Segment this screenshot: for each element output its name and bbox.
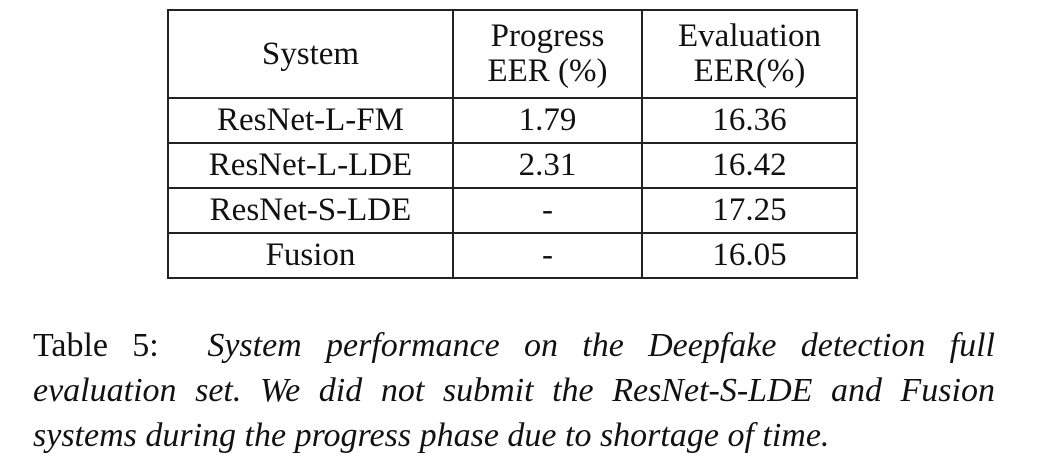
header-row: System Progress EER (%) Evaluation EER(%… <box>167 9 858 99</box>
cell-system: Fusion <box>167 232 454 279</box>
cell-progress-eer: 1.79 <box>452 97 643 144</box>
table-row: Fusion - 16.05 <box>167 232 858 279</box>
cell-progress-eer: - <box>452 232 643 279</box>
cell-progress-eer: 2.31 <box>452 142 643 189</box>
cell-evaluation-eer: 16.42 <box>641 142 858 189</box>
cell-system: ResNet-L-LDE <box>167 142 454 189</box>
results-table: System Progress EER (%) Evaluation EER(%… <box>167 9 858 279</box>
table-row: ResNet-L-FM 1.79 16.36 <box>167 97 858 144</box>
header-progress-line1: Progress <box>490 18 605 55</box>
table-header: System Progress EER (%) Evaluation EER(%… <box>167 9 858 99</box>
header-progress-eer: Progress EER (%) <box>452 9 643 99</box>
cell-evaluation-eer: 16.36 <box>641 97 858 144</box>
header-progress-line2: EER (%) <box>487 53 608 89</box>
table-caption: Table 5: System performance on the Deepf… <box>33 323 995 458</box>
table-body: ResNet-L-FM 1.79 16.36 ResNet-L-LDE 2.31… <box>167 97 858 279</box>
cell-evaluation-eer: 17.25 <box>641 187 858 234</box>
header-evaluation-line2: EER(%) <box>693 53 806 89</box>
header-system-label: System <box>261 35 360 72</box>
cell-system: ResNet-L-FM <box>167 97 454 144</box>
caption-text: System performance on the Deepfake detec… <box>33 327 995 454</box>
header-system: System <box>167 9 454 99</box>
table-row: ResNet-L-LDE 2.31 16.42 <box>167 142 858 189</box>
caption-label: Table 5: <box>33 327 159 364</box>
cell-progress-eer: - <box>452 187 643 234</box>
header-evaluation-eer: Evaluation EER(%) <box>641 9 858 99</box>
table-row: ResNet-S-LDE - 17.25 <box>167 187 858 234</box>
cell-system: ResNet-S-LDE <box>167 187 454 234</box>
header-evaluation-line1: Evaluation <box>678 18 821 55</box>
cell-evaluation-eer: 16.05 <box>641 232 858 279</box>
